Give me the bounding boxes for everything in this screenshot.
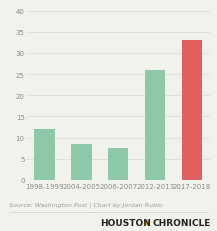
Text: HOUSTON: HOUSTON	[100, 218, 151, 227]
Bar	[182, 41, 202, 180]
Bar	[145, 71, 165, 180]
Text: Source: Washington Post | Chart by Jordan Rubio: Source: Washington Post | Chart by Jorda…	[9, 202, 163, 207]
Text: ★: ★	[142, 217, 151, 227]
Bar	[108, 149, 128, 180]
Bar	[35, 130, 55, 180]
Bar	[71, 144, 92, 180]
Text: CHRONICLE: CHRONICLE	[152, 218, 210, 227]
